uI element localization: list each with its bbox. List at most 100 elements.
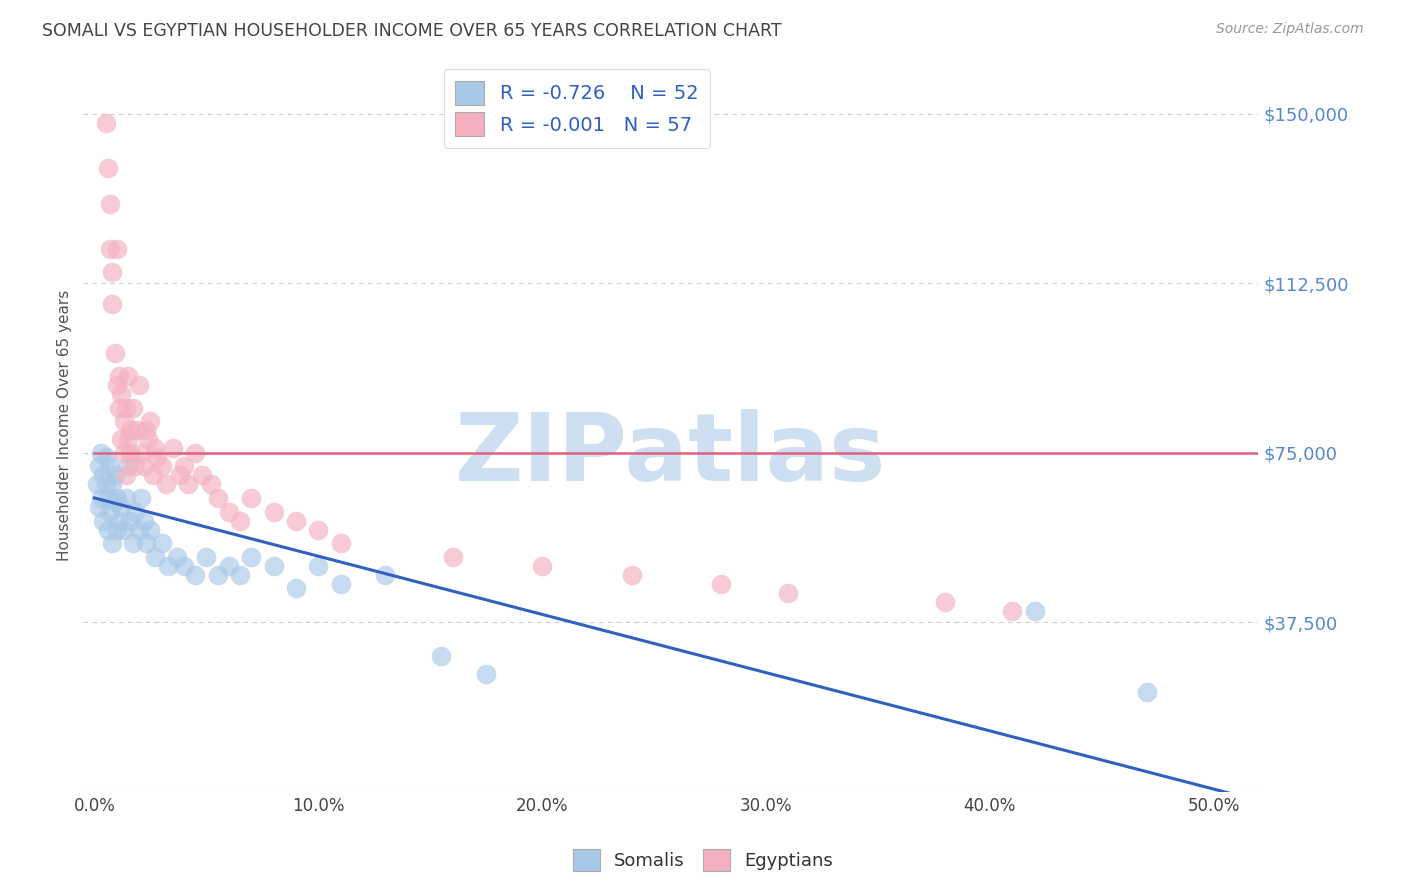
Point — [110, 432, 132, 446]
Point — [778, 586, 800, 600]
Point — [143, 442, 166, 456]
Y-axis label: Householder Income Over 65 years: Householder Income Over 65 years — [58, 290, 72, 561]
Point — [132, 514, 155, 528]
Point — [110, 500, 132, 514]
Point — [121, 401, 143, 415]
Point — [218, 558, 240, 573]
Point — [93, 468, 115, 483]
Point — [120, 423, 142, 437]
Point — [135, 423, 157, 437]
Point — [97, 161, 120, 175]
Point — [108, 514, 131, 528]
Point — [114, 468, 136, 483]
Point — [98, 197, 121, 211]
Point — [173, 459, 195, 474]
Point — [125, 423, 148, 437]
Point — [105, 378, 128, 392]
Point — [229, 514, 252, 528]
Point — [240, 549, 263, 564]
Point — [475, 667, 498, 681]
Point — [94, 116, 117, 130]
Legend: Somalis, Egyptians: Somalis, Egyptians — [565, 842, 841, 879]
Point — [441, 549, 464, 564]
Point — [120, 514, 142, 528]
Point — [173, 558, 195, 573]
Point — [94, 477, 117, 491]
Point — [207, 491, 229, 505]
Point — [114, 491, 136, 505]
Point — [329, 536, 352, 550]
Point — [131, 491, 153, 505]
Point — [94, 450, 117, 465]
Point — [139, 414, 162, 428]
Point — [263, 504, 285, 518]
Point — [114, 401, 136, 415]
Point — [229, 567, 252, 582]
Legend: R = -0.726    N = 52, R = -0.001   N = 57: R = -0.726 N = 52, R = -0.001 N = 57 — [443, 70, 710, 148]
Point — [1001, 604, 1024, 618]
Point — [263, 558, 285, 573]
Text: ZIPatlas: ZIPatlas — [456, 409, 887, 501]
Point — [150, 536, 173, 550]
Point — [105, 491, 128, 505]
Point — [104, 346, 127, 360]
Point — [710, 577, 733, 591]
Point — [97, 491, 120, 505]
Point — [184, 446, 207, 460]
Point — [191, 468, 214, 483]
Point — [104, 468, 127, 483]
Point — [98, 243, 121, 257]
Point — [374, 567, 396, 582]
Point — [1135, 685, 1157, 699]
Point — [98, 459, 121, 474]
Point — [101, 265, 124, 279]
Point — [150, 459, 173, 474]
Point — [124, 504, 146, 518]
Point — [128, 378, 150, 392]
Point — [218, 504, 240, 518]
Point — [132, 459, 155, 474]
Point — [184, 567, 207, 582]
Point — [162, 442, 184, 456]
Point — [108, 401, 131, 415]
Point — [101, 477, 124, 491]
Point — [200, 477, 222, 491]
Point — [101, 536, 124, 550]
Point — [284, 582, 307, 596]
Point — [105, 523, 128, 537]
Point — [1024, 604, 1046, 618]
Point — [98, 504, 121, 518]
Point — [128, 523, 150, 537]
Point — [139, 523, 162, 537]
Point — [207, 567, 229, 582]
Point — [110, 387, 132, 401]
Point — [136, 432, 159, 446]
Point — [131, 446, 153, 460]
Point — [531, 558, 554, 573]
Point — [146, 450, 169, 465]
Point — [117, 459, 139, 474]
Point — [195, 549, 218, 564]
Point — [87, 459, 110, 474]
Point — [177, 477, 200, 491]
Point — [104, 495, 127, 509]
Point — [112, 446, 135, 460]
Point — [97, 523, 120, 537]
Point — [90, 446, 112, 460]
Point — [112, 523, 135, 537]
Point — [120, 446, 142, 460]
Point — [93, 514, 115, 528]
Point — [124, 459, 146, 474]
Point — [87, 500, 110, 514]
Point — [101, 296, 124, 310]
Point — [169, 468, 191, 483]
Point — [90, 491, 112, 505]
Point — [86, 477, 108, 491]
Point — [108, 368, 131, 383]
Point — [135, 536, 157, 550]
Point — [117, 432, 139, 446]
Point — [430, 649, 453, 664]
Point — [284, 514, 307, 528]
Point — [307, 558, 329, 573]
Text: Source: ZipAtlas.com: Source: ZipAtlas.com — [1216, 22, 1364, 37]
